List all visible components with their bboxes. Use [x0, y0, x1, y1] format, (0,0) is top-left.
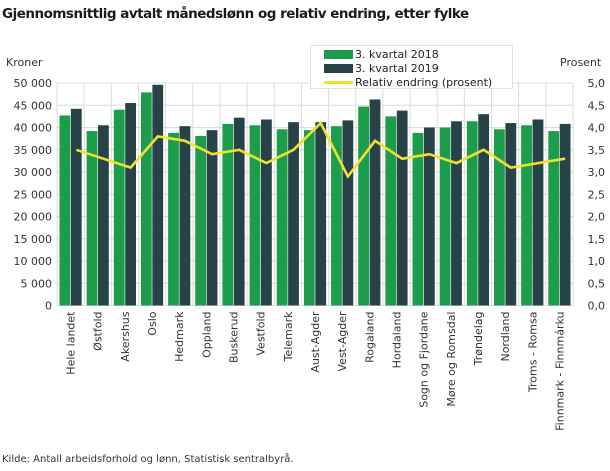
- bar-2018: [140, 92, 152, 306]
- category-label: Aust-Agder: [309, 311, 322, 373]
- chart-plot: 0 0,0 5 000 0,5 10 000 1,0 15 000 1,5 20 000 2,0 2…: [14, 77, 606, 431]
- right-tick-label: 2,0: [588, 211, 606, 224]
- bar-2019: [505, 123, 517, 306]
- right-tick-label: 0,5: [588, 277, 606, 290]
- category-label: Oslo: [146, 311, 159, 335]
- legend-item-relative-change: Relativ endring (prosent): [324, 75, 512, 89]
- chart-title: Gjennomsnittlig avtalt månedslønn og rel…: [2, 6, 469, 22]
- bar-2018: [412, 132, 424, 306]
- left-tick-label: 40 000: [14, 122, 53, 135]
- bar-2019: [233, 117, 245, 306]
- source-note: Kilde: Antall arbeidsforhold og lønn, St…: [2, 454, 294, 465]
- bar-2018: [195, 135, 207, 306]
- left-tick-label: 10 000: [14, 255, 53, 268]
- bar-2018: [466, 121, 478, 306]
- category-label: Trøndelag: [472, 312, 485, 367]
- right-tick-label: 2,5: [588, 188, 606, 201]
- bar-2019: [342, 120, 354, 306]
- legend: 3. kvartal 2018 3. kvartal 2019 Relativ …: [310, 45, 513, 89]
- left-tick-label: 15 000: [14, 233, 53, 246]
- right-axis-title: Prosent: [560, 56, 602, 69]
- right-tick-label: 1,0: [588, 255, 606, 268]
- category-label: Akershus: [119, 311, 132, 361]
- relative-change-line: [75, 120, 566, 179]
- left-tick-label: 20 000: [14, 211, 53, 224]
- bar-2018: [222, 123, 234, 306]
- legend-item-2019: 3. kvartal 2019: [324, 61, 512, 75]
- bar-2019: [559, 123, 571, 306]
- bar-2019: [179, 126, 191, 306]
- right-tick-label: 0,0: [588, 300, 606, 313]
- bar-2019: [396, 110, 408, 306]
- bar-2018: [521, 125, 532, 306]
- left-tick-label: 50 000: [14, 77, 53, 90]
- bar-2019: [423, 127, 435, 306]
- bar-2019: [70, 108, 82, 306]
- legend-label-2019: 3. kvartal 2019: [355, 61, 439, 75]
- legend-item-2018: 3. kvartal 2018: [324, 47, 512, 61]
- bar-2018: [249, 125, 261, 306]
- category-label: Telemark: [282, 311, 295, 362]
- right-tick-label: 3,5: [588, 144, 606, 157]
- bar-2018: [276, 129, 288, 306]
- bar-2019: [288, 122, 299, 306]
- category-label: Vestfold: [255, 312, 268, 356]
- category-label: Østfold: [92, 312, 105, 351]
- left-axis-title: Kroner: [6, 56, 43, 69]
- bar-2018: [439, 127, 451, 306]
- bar-2019: [98, 125, 109, 306]
- bar-2018: [331, 126, 342, 306]
- bar-2018: [494, 129, 505, 306]
- bar-2018: [303, 130, 315, 306]
- bar-2019: [532, 119, 544, 306]
- legend-label-2018: 3. kvartal 2018: [355, 47, 439, 61]
- category-label: Rogaland: [363, 312, 376, 363]
- bar-2018: [548, 131, 560, 306]
- left-tick-label: 45 000: [14, 99, 53, 112]
- category-label: Buskerud: [228, 312, 241, 363]
- right-tick-label: 5,0: [588, 77, 606, 90]
- bar-2019: [451, 121, 462, 306]
- legend-label-relative-change: Relativ endring (prosent): [355, 75, 493, 89]
- bar-2018: [385, 116, 397, 306]
- legend-swatch-2019: [324, 63, 353, 73]
- category-label: Sogn og Fjordane: [418, 311, 431, 408]
- left-tick-label: 25 000: [14, 188, 53, 201]
- category-label: Hele landet: [65, 311, 78, 375]
- bar-2019: [369, 99, 381, 306]
- right-tick-label: 4,5: [588, 99, 606, 112]
- bar-2019: [125, 103, 136, 306]
- category-label: Hordaland: [390, 312, 403, 369]
- bar-2018: [86, 131, 98, 306]
- bar-2018: [113, 109, 125, 306]
- left-tick-label: 5 000: [21, 277, 53, 290]
- bar-2019: [152, 84, 164, 306]
- right-tick-label: 4,0: [588, 122, 606, 135]
- bar-2019: [206, 130, 218, 306]
- bar-2019: [315, 122, 327, 306]
- left-tick-label: 0: [45, 300, 52, 313]
- category-label: Nordland: [499, 312, 512, 362]
- bar-2018: [358, 106, 370, 306]
- right-tick-label: 3,0: [588, 166, 606, 179]
- category-label: Oppland: [200, 312, 213, 358]
- bar-2018: [168, 132, 179, 306]
- legend-swatch-2018: [324, 49, 353, 59]
- bar-2018: [59, 115, 71, 306]
- bar-2019: [478, 114, 490, 306]
- right-tick-label: 1,5: [588, 233, 606, 246]
- category-label: Vest-Agder: [336, 311, 349, 371]
- bar-2019: [260, 119, 272, 306]
- category-label: Hedmark: [173, 311, 186, 362]
- left-tick-label: 35 000: [14, 144, 53, 157]
- legend-line-swatch: [324, 80, 353, 84]
- category-label: Finnmark - Finnmárku: [553, 312, 566, 431]
- category-label: Møre og Romsdal: [445, 312, 458, 407]
- left-tick-label: 30 000: [14, 166, 53, 179]
- category-label: Troms - Romsa: [526, 312, 539, 394]
